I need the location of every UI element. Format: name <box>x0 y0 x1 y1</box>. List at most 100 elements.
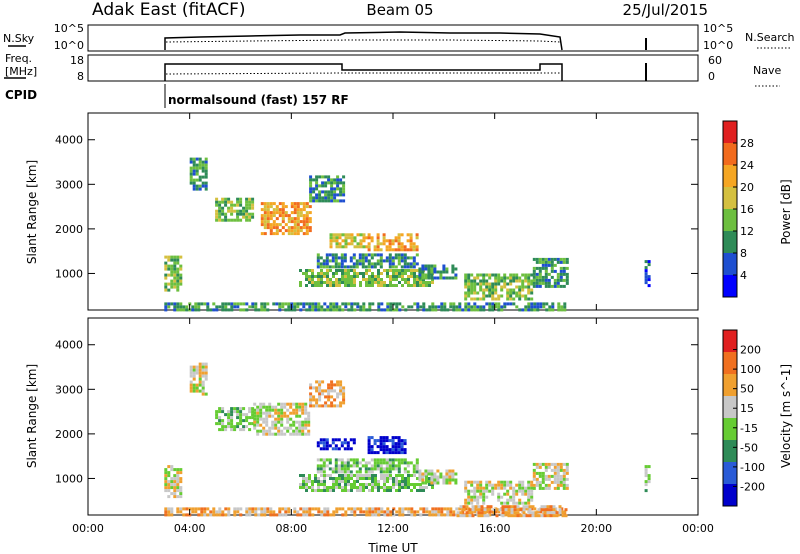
scatter-cell <box>479 288 483 292</box>
scatter-cell <box>391 442 395 446</box>
scatter-cell <box>242 302 246 306</box>
colorbar-segment <box>723 440 737 463</box>
scatter-cell <box>445 475 449 479</box>
scatter-cell <box>497 483 501 487</box>
scatter-cell <box>379 464 383 468</box>
scatter-cell <box>268 405 272 409</box>
scatter-cell <box>302 513 306 517</box>
scatter-cell <box>383 513 387 517</box>
scatter-cell <box>275 208 279 212</box>
scatter-cell <box>322 438 326 442</box>
scatter-cell <box>403 442 407 446</box>
scatter-cell <box>289 411 293 415</box>
scatter-cell <box>527 279 531 283</box>
freq-trace <box>164 63 563 81</box>
scatter-cell <box>541 275 545 279</box>
scatter-cell <box>473 279 477 283</box>
scatter-cell <box>308 275 311 278</box>
scatter-cell <box>260 305 264 309</box>
scatter-cell <box>344 275 347 278</box>
power-colorbar-label: Power [dB] <box>779 179 793 244</box>
scatter-cell <box>230 206 234 210</box>
scatter-cell <box>421 264 425 268</box>
scatter-cell <box>349 470 353 474</box>
scatter-cell <box>401 480 404 483</box>
scatter-cell <box>185 308 189 312</box>
scatter-cell <box>315 404 319 408</box>
scatter-cell <box>425 284 428 287</box>
scatter-cell <box>268 402 272 406</box>
scatter-cell <box>389 486 392 489</box>
scatter-cell <box>179 510 183 514</box>
scatter-cell <box>535 284 539 288</box>
y-tick-label: 3000 <box>55 178 83 191</box>
scatter-cell <box>385 458 389 462</box>
scatter-cell <box>272 226 276 230</box>
scatter-cell <box>522 514 526 518</box>
scatter-cell <box>395 302 399 306</box>
scatter-cell <box>398 302 402 306</box>
scatter-cell <box>236 302 240 306</box>
scatter-cell <box>221 209 225 213</box>
scatter-cell <box>374 480 377 483</box>
scatter-cell <box>330 401 334 405</box>
scatter-cell <box>422 302 426 306</box>
scatter-cell <box>256 405 260 409</box>
scatter-cell <box>230 203 234 207</box>
scatter-cell <box>167 282 171 286</box>
scatter-cell <box>488 305 492 309</box>
scatter-cell <box>503 285 507 289</box>
scatter-cell <box>362 474 365 477</box>
scatter-cell <box>173 258 177 262</box>
scatter-cell <box>535 483 539 487</box>
scatter-cell <box>391 445 395 449</box>
scatter-cell <box>179 507 183 511</box>
scatter-cell <box>170 465 174 469</box>
scatter-cell <box>470 489 474 493</box>
scatter-cell <box>347 278 350 281</box>
scatter-cell <box>497 297 501 301</box>
scatter-cell <box>221 513 225 517</box>
scatter-cell <box>397 262 401 266</box>
scatter-cell <box>359 489 362 492</box>
scatter-cell <box>305 214 309 218</box>
freq-unit: [MHz] <box>5 65 37 78</box>
scatter-cell <box>507 505 511 509</box>
scatter-cell <box>518 308 522 312</box>
scatter-cell <box>330 190 334 194</box>
scatter-cell <box>198 374 202 378</box>
scatter-cell <box>467 294 471 298</box>
scatter-cell <box>563 510 567 514</box>
scatter-cell <box>344 474 347 477</box>
scatter-cell <box>280 432 284 436</box>
scatter-cell <box>398 513 402 517</box>
scatter-cell <box>338 242 342 246</box>
scatter-cell <box>535 278 539 282</box>
scatter-cell <box>330 395 334 399</box>
scatter-cell <box>338 305 342 309</box>
scatter-cell <box>301 432 305 436</box>
scatter-cell <box>418 270 422 274</box>
scatter-cell <box>541 462 545 466</box>
scatter-cell <box>476 495 480 499</box>
scatter-cell <box>305 489 308 492</box>
scatter-cell <box>497 273 501 277</box>
scatter-cell <box>182 513 186 517</box>
scatter-cell <box>383 489 386 492</box>
scatter-cell <box>189 169 193 173</box>
scatter-cell <box>204 392 208 396</box>
scatter-cell <box>278 510 282 514</box>
x-tick-label: 00:00 <box>682 522 714 535</box>
scatter-cell <box>537 508 541 512</box>
scatter-cell <box>442 276 446 280</box>
scatter-cell <box>530 273 534 277</box>
scatter-cell <box>233 428 237 432</box>
scatter-cell <box>644 269 648 273</box>
scatter-cell <box>230 200 234 204</box>
scatter-cell <box>550 275 554 279</box>
scatter-cell <box>371 513 375 517</box>
scatter-cell <box>325 256 329 260</box>
scatter-cell <box>398 474 401 477</box>
scatter-cell <box>164 489 168 493</box>
scatter-cell <box>389 275 392 278</box>
